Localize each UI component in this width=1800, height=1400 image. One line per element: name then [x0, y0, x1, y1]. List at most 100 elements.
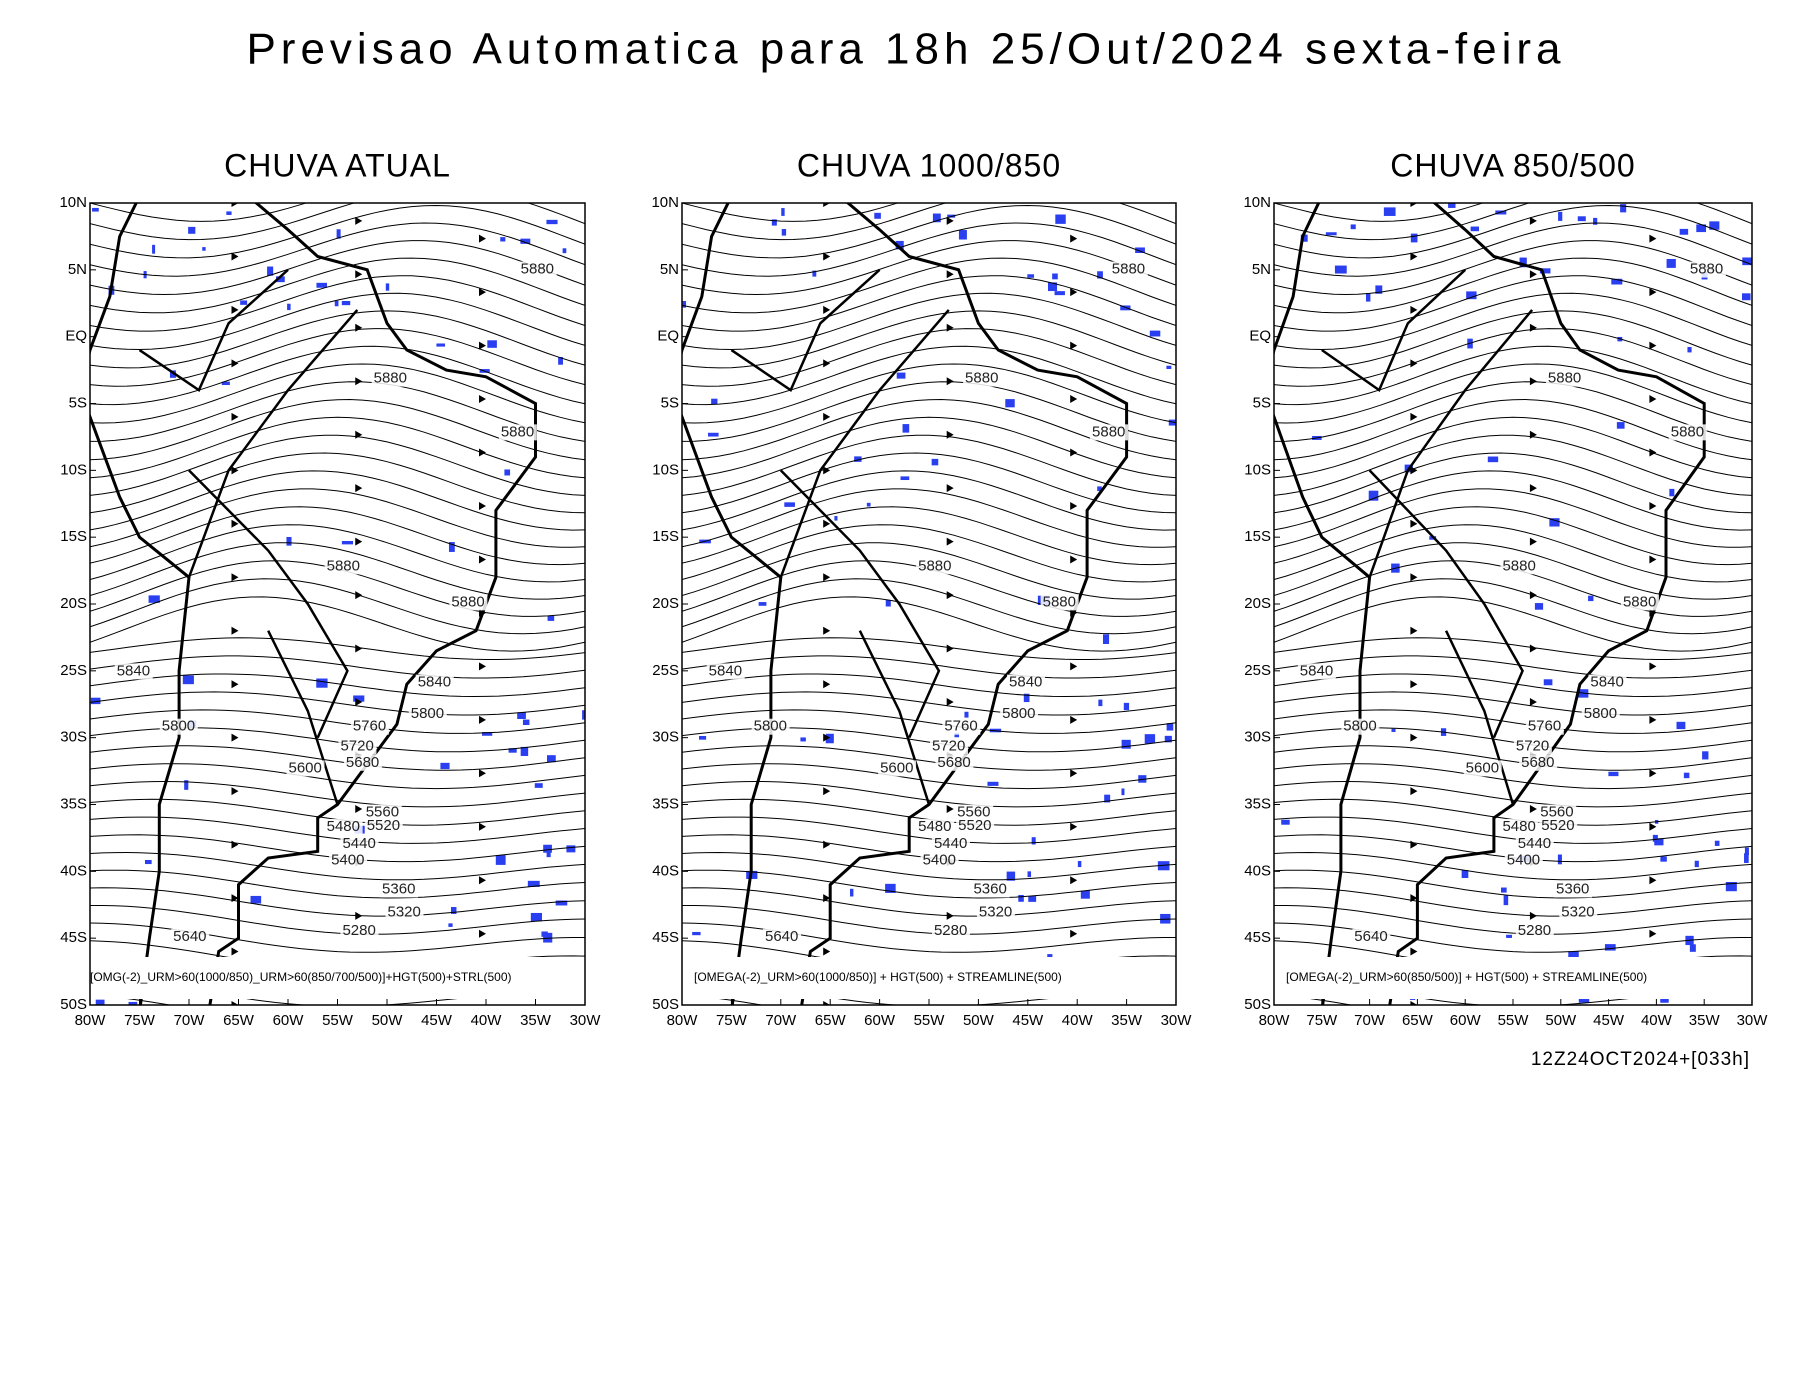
rain-patch [547, 615, 555, 621]
rain-patch [527, 880, 540, 887]
contour-label-bg [340, 835, 379, 852]
lon-label: 40W [1641, 1012, 1673, 1029]
rain-patch [1654, 838, 1664, 846]
rain-patch [128, 1001, 138, 1005]
stream-arrow [1410, 519, 1418, 528]
streamline [682, 275, 1176, 332]
streamline [1274, 275, 1752, 332]
rain-patch [1375, 285, 1383, 294]
rain-patch [1461, 870, 1469, 879]
stream-arrow [1070, 234, 1078, 243]
streamline [682, 257, 1176, 314]
lat-label: 5N [68, 261, 87, 278]
stream-arrow [1410, 412, 1418, 421]
contour-label: 5840 [418, 674, 451, 691]
streamline [1274, 240, 1752, 296]
contour-label-bg [1297, 663, 1336, 680]
lon-label: 50W [372, 1012, 404, 1029]
streamline [682, 816, 1176, 844]
rain-patch [1470, 226, 1479, 232]
stream-arrow [1649, 234, 1657, 243]
stream-arrow [946, 537, 954, 546]
stream-arrow [946, 484, 954, 493]
rain-patch [895, 240, 904, 250]
rain-patch [1676, 721, 1686, 730]
contour-label: 5880 [1112, 261, 1145, 278]
stream-arrow [1649, 341, 1657, 350]
rain-patch [334, 300, 339, 307]
rain-patch [902, 424, 910, 433]
rain-patch [1539, 268, 1551, 274]
contour-label-bg [931, 923, 970, 940]
stream-arrow [1410, 573, 1418, 582]
stream-arrow [1649, 395, 1657, 404]
contour-label: 5440 [342, 835, 375, 852]
map-panel: CHUVA 850/500 5880 5880 5880 5880 5880 5840 584… [1243, 147, 1768, 1029]
streamline [682, 673, 1176, 698]
stream-arrow [1529, 484, 1537, 493]
lon-label: 70W [765, 1012, 797, 1029]
rain-patch [1166, 723, 1174, 731]
contour-label-bg [363, 804, 402, 821]
streamline [1274, 691, 1752, 716]
rain-patch [152, 244, 156, 254]
rain-patch [558, 356, 563, 365]
contour-label: 5840 [1590, 674, 1623, 691]
contour-label-bg [371, 370, 410, 387]
stream-arrow [823, 840, 831, 849]
streamline [90, 204, 585, 259]
lat-label: 10S [60, 461, 87, 478]
rain-patch [1121, 739, 1131, 749]
rain-patch [1055, 214, 1066, 224]
streamline [682, 691, 1176, 716]
lat-label: 10S [1244, 461, 1271, 478]
streamline [1274, 203, 1752, 222]
rain-patch [517, 712, 526, 719]
rain-patch [784, 502, 795, 507]
contour-label: 5880 [1690, 261, 1723, 278]
contour-label-bg [1341, 718, 1380, 735]
lon-label: 45W [1012, 1012, 1044, 1029]
stream-arrow [479, 501, 486, 510]
streamline [682, 780, 1176, 808]
contour-label: 5840 [117, 662, 150, 679]
rain-patch [188, 226, 196, 234]
contour-label: 5640 [173, 928, 206, 945]
streamline [682, 869, 1176, 899]
caption-band [682, 957, 1176, 999]
map-panel: CHUVA ATUAL58805880588058805880584058405… [59, 147, 601, 1029]
lat-label: 30S [1244, 729, 1271, 746]
streamline [90, 905, 585, 935]
contour-label-bg [976, 904, 1015, 921]
rain-patch [522, 719, 530, 725]
streamline [1274, 637, 1752, 660]
contour-label-bg [956, 818, 995, 835]
contour-label: 5800 [1584, 705, 1617, 722]
stream-arrow [355, 270, 363, 279]
contour-label-bg [1554, 881, 1593, 898]
stream-arrow [231, 733, 239, 742]
contour-label: 5880 [1043, 593, 1076, 610]
contour-label: 5760 [1528, 718, 1561, 735]
rain-patch [1123, 702, 1130, 711]
contour-label: 5880 [918, 557, 951, 574]
contour-label-bg [286, 760, 325, 777]
rain-patch [546, 219, 558, 225]
lon-label: 40W [1062, 1012, 1094, 1029]
contour-label: 5320 [979, 904, 1012, 921]
stream-arrow [231, 466, 239, 475]
stream-arrow [1529, 804, 1537, 813]
rain-patch [1006, 871, 1016, 881]
rain-patch [450, 907, 457, 914]
streamline [1274, 745, 1752, 771]
rain-patch [1608, 771, 1619, 777]
contour-label-bg [1515, 835, 1554, 852]
streamline [90, 637, 585, 660]
stream-arrow [479, 395, 486, 404]
rain-patch [534, 783, 543, 788]
streamline [682, 204, 1176, 259]
contour-label: 5400 [331, 852, 364, 869]
rain-patch [931, 458, 939, 466]
run-info: 12Z24OCT2024+[033h] [1531, 1049, 1750, 1070]
contour-label-bg [751, 718, 790, 735]
